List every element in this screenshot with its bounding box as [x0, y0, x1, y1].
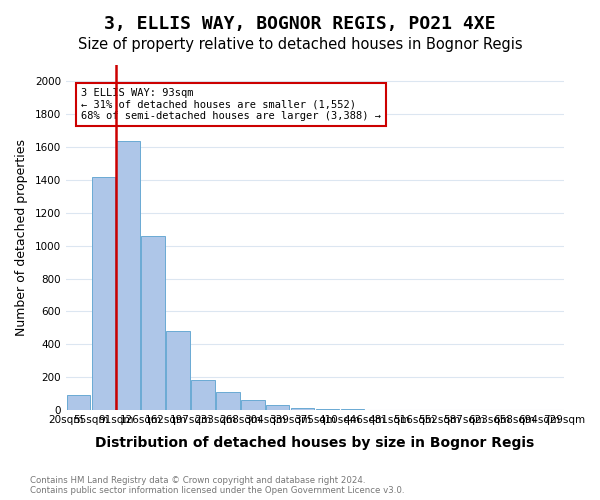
Y-axis label: Number of detached properties: Number of detached properties [15, 139, 28, 336]
Bar [92, 176, 115, 410]
Bar [266, 405, 289, 410]
Text: Size of property relative to detached houses in Bognor Regis: Size of property relative to detached ho… [77, 38, 523, 52]
Bar [67, 395, 91, 410]
Bar [316, 408, 339, 410]
Bar [191, 380, 215, 410]
X-axis label: Distribution of detached houses by size in Bognor Regis: Distribution of detached houses by size … [95, 436, 535, 450]
Bar [241, 400, 265, 410]
Text: Contains HM Land Registry data © Crown copyright and database right 2024.
Contai: Contains HM Land Registry data © Crown c… [30, 476, 404, 495]
Bar [216, 392, 239, 410]
Bar [291, 408, 314, 410]
Bar [166, 331, 190, 410]
Text: 3, ELLIS WAY, BOGNOR REGIS, PO21 4XE: 3, ELLIS WAY, BOGNOR REGIS, PO21 4XE [104, 15, 496, 33]
Bar [116, 140, 140, 410]
Text: 3 ELLIS WAY: 93sqm
← 31% of detached houses are smaller (1,552)
68% of semi-deta: 3 ELLIS WAY: 93sqm ← 31% of detached hou… [81, 88, 381, 121]
Bar [142, 236, 165, 410]
Bar [341, 409, 364, 410]
